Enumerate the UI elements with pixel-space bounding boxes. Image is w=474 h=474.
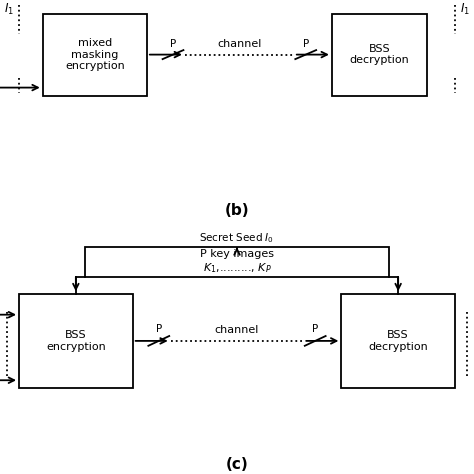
Text: (c): (c) [226,456,248,472]
FancyBboxPatch shape [43,14,147,96]
Text: channel: channel [217,39,262,49]
Text: P: P [312,325,319,335]
Text: P: P [170,39,176,49]
Text: P: P [155,325,162,335]
FancyBboxPatch shape [332,14,427,96]
FancyBboxPatch shape [341,294,455,388]
FancyBboxPatch shape [85,247,389,277]
Text: BSS
decryption: BSS decryption [349,44,409,65]
Text: Secret Seed $I_0$: Secret Seed $I_0$ [200,231,274,245]
Text: BSS
encryption: BSS encryption [46,330,106,352]
Text: (b): (b) [225,203,249,219]
Text: mixed
masking
encryption: mixed masking encryption [65,38,125,71]
FancyBboxPatch shape [19,294,133,388]
Text: P key images
$K_1$,........., $K_P$: P key images $K_1$,........., $K_P$ [200,249,274,275]
Text: P: P [302,39,309,49]
Text: $I_1$: $I_1$ [4,2,14,18]
Text: channel: channel [215,325,259,335]
Text: $I_1$: $I_1$ [460,2,470,18]
Text: BSS
decryption: BSS decryption [368,330,428,352]
